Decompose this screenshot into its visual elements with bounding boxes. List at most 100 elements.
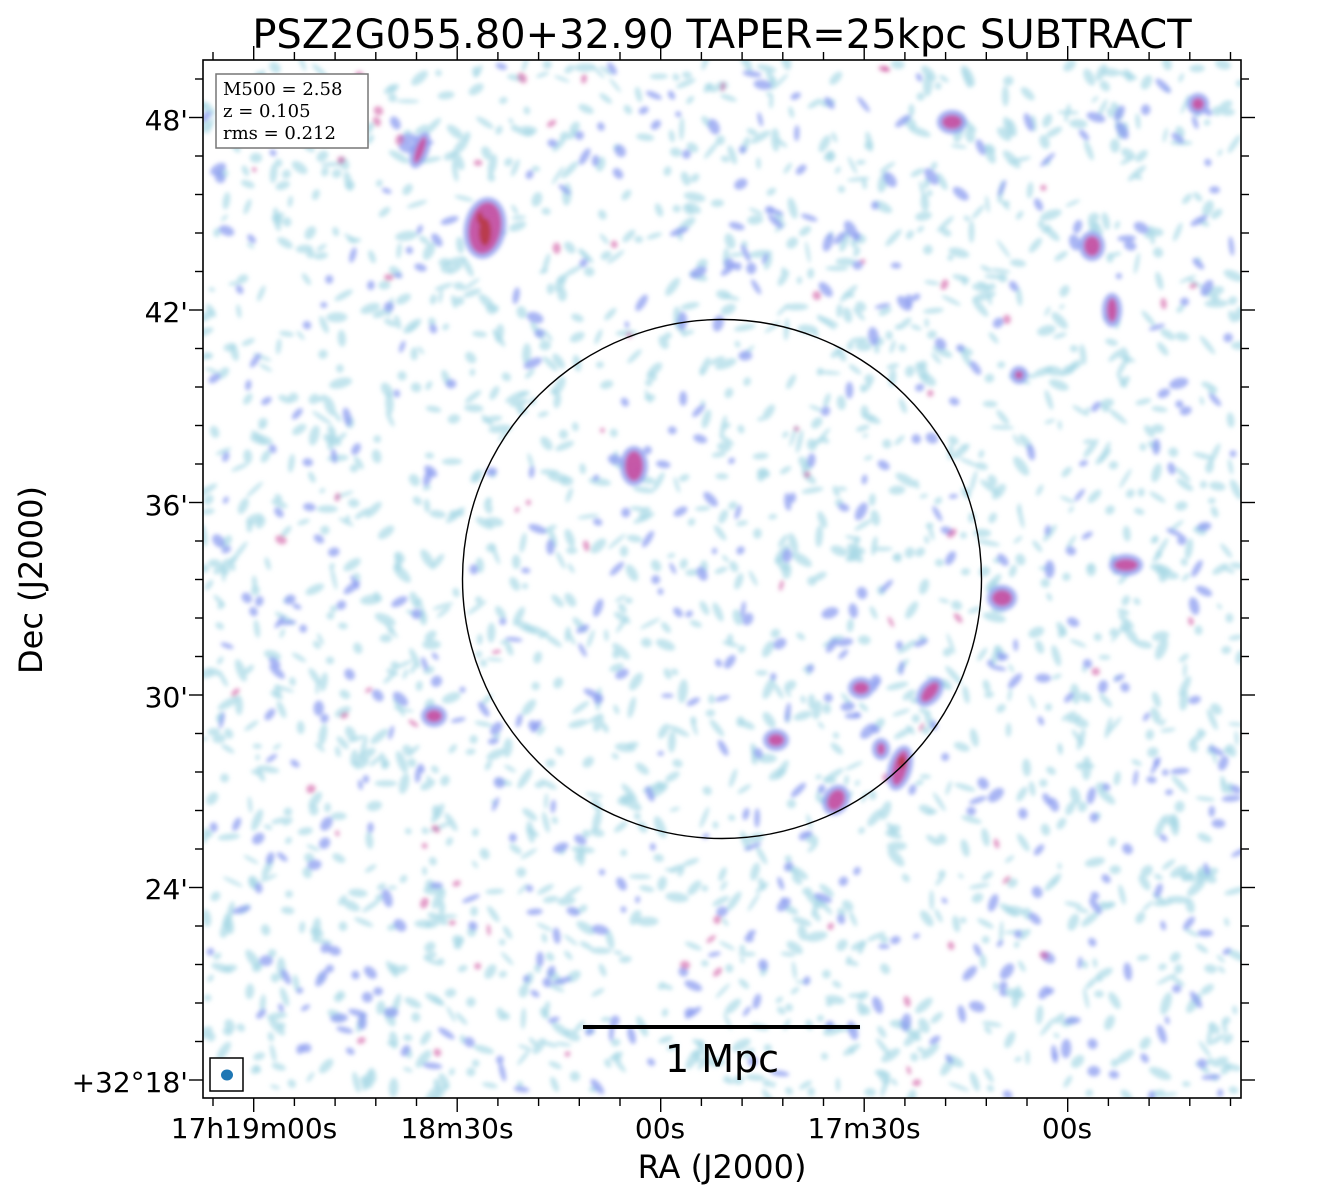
emission-blob — [929, 1035, 941, 1045]
emission-blob — [422, 1062, 443, 1070]
emission-blob — [445, 837, 454, 846]
emission-blob — [825, 995, 845, 1005]
emission-blob — [1133, 508, 1145, 515]
emission-blob — [311, 938, 333, 945]
emission-blob — [1117, 374, 1127, 388]
emission-blob — [337, 329, 346, 347]
emission-blob — [301, 273, 311, 286]
emission-blob — [296, 1044, 305, 1055]
emission-blob — [1169, 377, 1189, 390]
emission-blob — [791, 552, 812, 567]
emission-blob — [1044, 389, 1054, 410]
emission-blob — [736, 520, 749, 527]
emission-blob — [708, 694, 715, 704]
emission-blob — [1089, 898, 1102, 915]
emission-blob — [965, 126, 975, 143]
emission-blob — [762, 404, 775, 420]
emission-blob — [852, 260, 863, 270]
emission-blob — [982, 400, 998, 408]
emission-blob — [391, 596, 408, 608]
emission-blob — [1227, 134, 1241, 154]
emission-blob — [664, 867, 677, 872]
emission-blob — [516, 867, 527, 878]
emission-blob — [462, 278, 480, 291]
emission-blob — [373, 106, 384, 116]
emission-blob — [1067, 913, 1079, 931]
emission-blob — [812, 700, 822, 720]
emission-blob — [906, 1089, 917, 1098]
emission-blob — [787, 197, 798, 219]
emission-blob — [476, 633, 483, 645]
emission-blob — [306, 1072, 315, 1083]
emission-blob — [343, 558, 361, 572]
emission-blob — [867, 415, 876, 422]
emission-blob — [330, 605, 338, 613]
emission-blob — [611, 752, 619, 760]
emission-blob — [1209, 393, 1222, 407]
emission-blob — [800, 213, 818, 222]
emission-blob — [1139, 1036, 1151, 1050]
emission-blob — [915, 547, 926, 557]
emission-blob — [392, 691, 409, 707]
emission-blob — [205, 367, 219, 374]
emission-blob — [815, 525, 823, 548]
emission-blob — [1155, 78, 1171, 94]
emission-blob — [728, 222, 745, 231]
emission-blob — [958, 873, 964, 879]
emission-blob — [426, 775, 432, 783]
emission-blob — [425, 993, 444, 1005]
emission-blob — [764, 321, 781, 333]
emission-blob — [569, 1071, 580, 1082]
emission-blob — [679, 391, 688, 406]
emission-blob — [579, 258, 588, 268]
emission-blob — [511, 554, 521, 569]
emission-blob — [722, 422, 731, 429]
emission-blob — [807, 98, 823, 109]
emission-blob — [682, 71, 692, 79]
emission-blob — [1171, 132, 1185, 144]
emission-blob — [724, 387, 734, 399]
emission-blob — [369, 756, 382, 767]
emission-blob — [633, 812, 641, 820]
emission-blob — [1140, 104, 1151, 116]
emission-blob — [1205, 460, 1214, 474]
emission-blob — [1028, 694, 1036, 709]
emission-blob — [703, 141, 719, 159]
emission-blob — [1215, 60, 1231, 70]
emission-blob — [984, 145, 996, 164]
emission-blob — [603, 629, 609, 642]
emission-blob — [373, 435, 382, 443]
emission-blob — [1088, 937, 1097, 947]
emission-blob — [468, 83, 484, 96]
emission-blob — [292, 423, 307, 436]
emission-blob — [517, 1049, 531, 1066]
emission-blob — [1091, 667, 1100, 676]
emission-blob — [1035, 1005, 1044, 1025]
emission-blob — [1061, 711, 1077, 721]
emission-blob — [865, 131, 873, 152]
emission-blob — [277, 237, 293, 249]
emission-blob — [738, 978, 750, 989]
emission-blob — [203, 111, 212, 123]
emission-blob — [1125, 71, 1134, 82]
emission-blob — [411, 1012, 421, 1023]
emission-blob — [275, 535, 287, 545]
emission-blob — [1113, 674, 1125, 682]
emission-blob — [1220, 775, 1226, 787]
emission-blob — [915, 73, 923, 82]
emission-blob — [552, 927, 561, 944]
emission-blob — [213, 952, 222, 960]
emission-blob — [1018, 960, 1026, 972]
emission-blob — [915, 383, 925, 392]
emission-blob — [267, 1031, 275, 1042]
emission-blob — [848, 603, 858, 619]
emission-blob — [380, 382, 393, 398]
emission-blob — [734, 573, 744, 590]
emission-blob — [1057, 110, 1079, 115]
emission-blob — [1224, 917, 1230, 927]
emission-blob — [491, 649, 502, 655]
emission-blob — [894, 324, 901, 330]
emission-blob — [893, 552, 902, 561]
emission-blob — [421, 656, 429, 671]
emission-blob — [470, 906, 479, 917]
